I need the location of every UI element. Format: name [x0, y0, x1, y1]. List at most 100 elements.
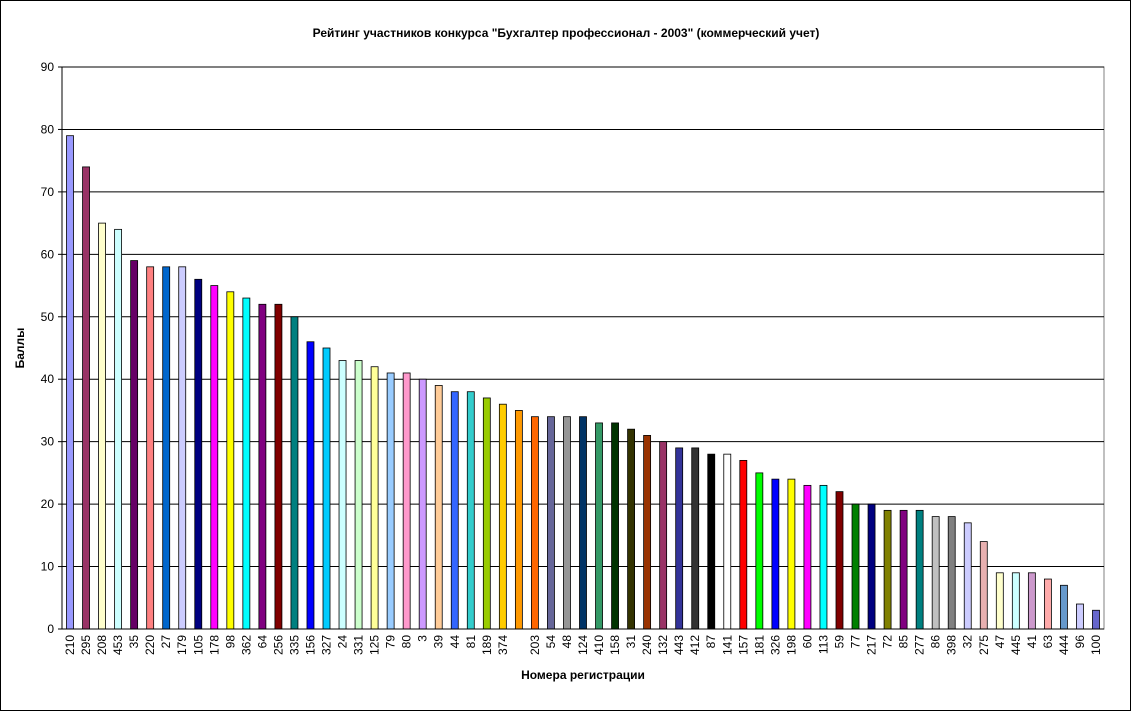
- x-tick-label: 295: [79, 635, 93, 655]
- bar: [226, 291, 235, 630]
- bar: [354, 360, 363, 630]
- bar: [242, 297, 251, 630]
- x-tick-label: 277: [913, 635, 927, 655]
- x-tick-label: 275: [977, 635, 991, 655]
- bar: [851, 503, 860, 630]
- x-tick-label: 453: [111, 635, 125, 655]
- bar: [899, 509, 908, 630]
- bar: [210, 285, 219, 630]
- x-tick-label: 59: [832, 635, 846, 649]
- bar: [322, 347, 331, 630]
- x-tick-label: 256: [271, 635, 285, 655]
- bar: [707, 453, 716, 630]
- bar: [1092, 609, 1100, 630]
- x-tick-label: 44: [448, 635, 462, 649]
- y-axis-label: Баллы: [13, 328, 27, 369]
- x-tick-label: 47: [993, 635, 1007, 649]
- y-tick-label: 90: [41, 60, 55, 74]
- x-tick-label: 181: [752, 635, 766, 655]
- bar: [418, 378, 427, 630]
- chart-title: Рейтинг участников конкурса "Бухгалтер п…: [313, 26, 820, 40]
- x-tick-label: 87: [704, 635, 718, 649]
- x-tick-label: 374: [496, 635, 510, 655]
- y-tick-label: 20: [41, 497, 55, 511]
- bar: [306, 341, 315, 630]
- bar: [835, 491, 844, 630]
- x-tick-label: 189: [480, 635, 494, 655]
- bar: [370, 366, 379, 630]
- x-tick-label: 156: [303, 635, 317, 655]
- bar: [434, 385, 443, 630]
- x-tick-label: 240: [640, 635, 654, 655]
- bar: [114, 228, 123, 630]
- bar: [723, 453, 732, 630]
- bar: [627, 428, 635, 630]
- bar: [130, 260, 139, 630]
- bar: [466, 391, 475, 630]
- bar: [450, 391, 459, 630]
- x-tick-label: 48: [560, 635, 574, 649]
- bar: [643, 435, 652, 630]
- bar: [963, 522, 972, 630]
- x-tick-label: 60: [800, 635, 814, 649]
- x-tick-label: 398: [945, 635, 959, 655]
- bar: [547, 416, 555, 630]
- bar: [595, 422, 603, 630]
- bar: [675, 447, 684, 630]
- x-tick-label: 81: [464, 635, 478, 649]
- x-tick-label: 72: [881, 635, 895, 649]
- bar: [514, 410, 523, 630]
- bar: [931, 516, 940, 630]
- x-tick-label: 203: [528, 635, 542, 655]
- x-tick-label: 77: [849, 635, 863, 649]
- bar: [979, 541, 988, 630]
- x-tick-label: 217: [865, 635, 879, 655]
- bar: [755, 472, 764, 630]
- bar: [146, 266, 155, 630]
- bar: [947, 516, 956, 630]
- x-tick-label: 178: [207, 635, 221, 655]
- x-tick-label: 96: [1073, 635, 1087, 649]
- x-tick-label: 31: [624, 635, 638, 649]
- x-tick-label: 54: [544, 635, 558, 649]
- bar: [82, 166, 90, 630]
- x-tick-label: 63: [1041, 635, 1055, 649]
- x-tick-label: 445: [1009, 635, 1023, 655]
- x-tick-label: 157: [736, 635, 750, 655]
- x-tick-label: 86: [929, 635, 943, 649]
- x-tick-label: 64: [255, 635, 269, 649]
- x-tick-label: 335: [287, 635, 301, 655]
- x-tick-label: 443: [672, 635, 686, 655]
- bar: [1060, 584, 1068, 630]
- bar: [402, 372, 411, 630]
- x-tick-label: 198: [784, 635, 798, 655]
- x-tick-label: 210: [63, 635, 77, 655]
- x-tick-label: 220: [143, 635, 157, 655]
- x-tick-label: 331: [352, 635, 366, 655]
- bar: [579, 416, 587, 630]
- bar: [1043, 578, 1052, 630]
- x-tick-label: 124: [576, 635, 590, 655]
- bar: [66, 135, 74, 630]
- x-tick-label: 444: [1057, 635, 1071, 655]
- bar: [98, 222, 106, 630]
- bar: [178, 266, 187, 630]
- bar: [867, 503, 876, 630]
- x-tick-label: 24: [336, 635, 350, 649]
- bar: [1076, 603, 1084, 630]
- y-tick-label: 0: [47, 622, 54, 636]
- y-tick-label: 40: [41, 372, 55, 386]
- bar: [995, 572, 1004, 630]
- bar: [611, 422, 619, 630]
- x-tick-label: 41: [1025, 635, 1039, 649]
- x-tick-label: 98: [223, 635, 237, 649]
- x-tick-label: 412: [688, 635, 702, 655]
- x-tick-label: 208: [95, 635, 109, 655]
- bar: [498, 403, 507, 630]
- x-tick-label: 80: [400, 635, 414, 649]
- x-tick-label: 79: [384, 635, 398, 649]
- bar: [162, 266, 171, 630]
- y-tick-label: 30: [41, 435, 55, 449]
- bar: [803, 484, 812, 630]
